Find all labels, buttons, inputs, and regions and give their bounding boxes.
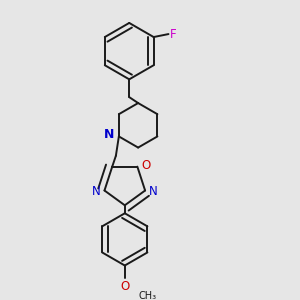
Text: O: O bbox=[141, 159, 150, 172]
Text: N: N bbox=[104, 128, 114, 142]
Text: N: N bbox=[149, 185, 158, 199]
Text: O: O bbox=[120, 280, 129, 293]
Text: CH₃: CH₃ bbox=[138, 291, 156, 300]
Text: N: N bbox=[92, 185, 100, 199]
Text: F: F bbox=[170, 28, 177, 40]
